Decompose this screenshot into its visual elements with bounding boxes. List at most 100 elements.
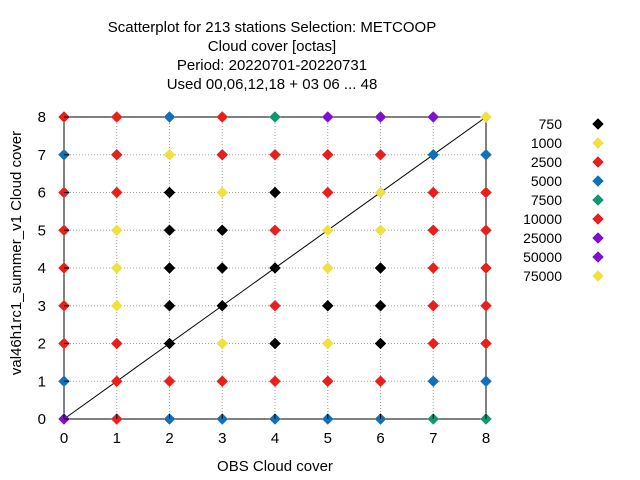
x-tick-label: 8 — [482, 430, 490, 447]
data-point-series-7500-0 — [269, 111, 281, 123]
data-point-series-2500-34 — [480, 186, 492, 199]
data-point-series-2500-15 — [216, 111, 229, 123]
data-point-series-2500-22 — [321, 148, 334, 161]
data-point-series-2500-12 — [163, 375, 176, 388]
data-points — [58, 111, 492, 425]
x-tick-label: 6 — [376, 430, 384, 447]
data-point-series-2500-33 — [480, 224, 492, 237]
data-point-series-2500-17 — [269, 299, 281, 312]
data-point-series-750-12 — [374, 337, 387, 350]
x-tick-label: 2 — [165, 430, 173, 447]
data-point-series-2500-7 — [110, 375, 123, 388]
data-point-series-2500-30 — [480, 337, 492, 350]
data-point-series-2500-27 — [427, 262, 440, 274]
legend-marker-50000 — [592, 251, 604, 263]
legend-label-750: 750 — [539, 116, 563, 132]
data-point-series-2500-16 — [269, 375, 281, 388]
data-point-series-5000-9 — [427, 148, 440, 161]
legend-label-50000: 50000 — [523, 249, 562, 265]
legend-marker-75000 — [592, 270, 604, 282]
y-tick-label: 1 — [38, 373, 46, 390]
y-tick-label: 3 — [38, 298, 46, 315]
y-axis-ticks: 0 1 2 3 4 5 6 7 8 — [38, 109, 69, 428]
data-point-series-750-7 — [216, 224, 229, 237]
data-point-series-2500-21 — [321, 186, 334, 199]
y-tick-label: 0 — [38, 411, 46, 428]
y-tick-label: 6 — [38, 185, 46, 202]
data-point-series-5000-3 — [163, 111, 176, 123]
data-point-series-1000-9 — [374, 224, 387, 237]
legend-marker-750 — [592, 118, 604, 130]
data-point-series-750-13 — [374, 299, 387, 312]
x-tick-label: 3 — [218, 430, 226, 447]
chart-title: Scatterplot for 213 stations Selection: … — [108, 19, 436, 93]
x-tick-label: 4 — [271, 430, 279, 447]
y-tick-label: 8 — [38, 109, 46, 126]
x-tick-label: 5 — [324, 430, 332, 447]
data-point-series-750-4 — [163, 186, 176, 199]
data-point-series-2500-14 — [216, 148, 229, 161]
data-point-series-2500-18 — [269, 224, 281, 237]
data-point-series-1000-7 — [321, 262, 334, 274]
data-point-series-750-2 — [163, 262, 176, 274]
y-tick-label: 4 — [38, 260, 46, 277]
x-tick-label: 1 — [113, 430, 121, 447]
data-point-series-1000-1 — [110, 262, 123, 274]
legend-label-1000: 1000 — [531, 135, 562, 151]
data-point-series-1000-0 — [110, 299, 123, 312]
data-point-series-75000-0 — [480, 111, 492, 123]
legend-label-75000: 75000 — [523, 268, 562, 284]
data-point-series-25000-2 — [374, 111, 387, 123]
data-point-series-2500-29 — [427, 186, 440, 199]
data-point-series-5000-11 — [480, 148, 492, 161]
data-point-series-2500-28 — [427, 224, 440, 237]
data-point-series-2500-32 — [480, 262, 492, 274]
title-line-1: Scatterplot for 213 stations Selection: … — [108, 19, 436, 36]
data-point-series-2500-25 — [427, 337, 440, 350]
data-point-series-5000-10 — [480, 375, 492, 388]
x-tick-label: 7 — [429, 430, 437, 447]
y-tick-label: 2 — [38, 336, 46, 353]
data-point-series-750-1 — [163, 299, 176, 312]
legend-marker-7500 — [592, 194, 604, 206]
data-point-series-2500-20 — [321, 375, 334, 388]
data-point-series-2500-31 — [480, 299, 492, 312]
data-point-series-2500-8 — [110, 337, 123, 350]
data-point-series-2500-11 — [110, 111, 123, 123]
data-point-series-2500-19 — [269, 148, 281, 161]
data-point-series-1000-10 — [374, 186, 387, 199]
data-point-series-5000-8 — [427, 375, 440, 388]
data-point-series-750-0 — [163, 337, 176, 350]
title-line-3: Period: 20220701-20220731 — [177, 57, 367, 74]
data-point-series-25000-3 — [427, 111, 440, 123]
data-point-series-2500-13 — [216, 375, 229, 388]
data-point-series-2500-23 — [374, 375, 387, 388]
data-point-series-2500-24 — [374, 148, 387, 161]
legend-marker-10000 — [592, 213, 604, 225]
y-tick-label: 5 — [38, 222, 46, 239]
legend-label-5000: 5000 — [531, 173, 562, 189]
data-point-series-1000-6 — [321, 337, 334, 350]
data-point-series-750-10 — [269, 186, 281, 199]
y-axis-label: val46h1rc1_summer_v1 Cloud cover — [8, 131, 25, 375]
data-point-series-25000-1 — [321, 111, 334, 123]
data-point-series-750-11 — [321, 299, 334, 312]
x-axis-label: OBS Cloud cover — [217, 458, 333, 475]
legend: 750 1000 2500 5000 7500 10000 25000 50000 75000 — [523, 116, 604, 284]
data-point-series-2500-26 — [427, 299, 440, 312]
data-point-series-1000-2 — [110, 224, 123, 237]
legend-label-7500: 7500 — [531, 192, 562, 208]
legend-label-25000: 25000 — [523, 230, 562, 246]
data-point-series-750-3 — [163, 224, 176, 237]
x-tick-label: 0 — [60, 430, 68, 447]
data-point-series-750-8 — [269, 337, 281, 350]
legend-label-10000: 10000 — [523, 211, 562, 227]
legend-marker-25000 — [592, 232, 604, 244]
y-tick-label: 7 — [38, 147, 46, 164]
data-point-series-750-14 — [374, 262, 387, 274]
data-point-series-2500-9 — [110, 186, 123, 199]
legend-marker-2500 — [592, 156, 604, 168]
data-point-series-1000-4 — [216, 337, 229, 350]
legend-label-2500: 2500 — [531, 154, 562, 170]
